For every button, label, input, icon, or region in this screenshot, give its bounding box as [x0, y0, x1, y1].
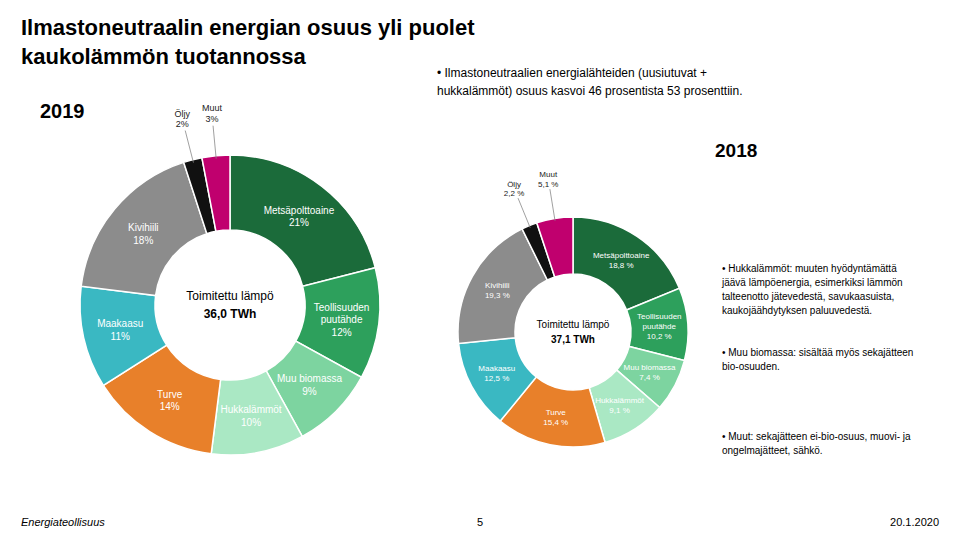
html-text:Toimitettu lämpö: Toimitettu lämpö	[536, 319, 610, 330]
svg-text:Metsäpolttoaine21%: Metsäpolttoaine21%	[264, 204, 335, 228]
html-text:5: 5	[476, 516, 484, 528]
html-text:Energiateollisuus: Energiateollisuus	[21, 516, 105, 528]
svg-text:Hukkalämmöt10%: Hukkalämmöt10%	[221, 404, 282, 428]
html-text:Toimitettu lämpö: Toimitettu lämpö	[186, 289, 274, 303]
svg-text:Muu biomassa7,4 %: Muu biomassa7,4 %	[624, 363, 677, 382]
svg-text:Hukkalämmöt9,1 %: Hukkalämmöt9,1 %	[595, 395, 645, 414]
html-text:• Muut: sekajätteen ei-bio-osu: • Muut: sekajätteen ei-bio-osuus, muovi-…	[722, 431, 911, 456]
svg-text:Maakaasu12,5 %: Maakaasu12,5 %	[478, 363, 515, 382]
svg-text:Kivihiili19,3 %: Kivihiili19,3 %	[485, 281, 510, 300]
html-text:• Ilmastoneutraalien energialä: • Ilmastoneutraalien energialähteiden (u…	[437, 66, 743, 98]
svg-text:Kivihiili18%: Kivihiili18%	[128, 222, 159, 246]
svg-text:Teollisuudenpuutähde10,2 %: Teollisuudenpuutähde10,2 %	[637, 312, 681, 341]
svg-text:Öljy2%: Öljy2%	[175, 109, 191, 130]
html-text:2019: 2019	[40, 100, 85, 122]
html-text:• Hukkalämmöt: muuten hyödyntä: • Hukkalämmöt: muuten hyödyntämättä jääv…	[722, 263, 903, 316]
html-text:36,0 TWh: 36,0 TWh	[203, 307, 257, 321]
svg-text:Metsäpolttoaine18,8 %: Metsäpolttoaine18,8 %	[593, 251, 650, 270]
svg-text:Maakaasu11%: Maakaasu11%	[97, 318, 143, 342]
html-text:37,1 TWh: 37,1 TWh	[551, 334, 595, 345]
svg-text:Teollisuudenpuutähde12%: Teollisuudenpuutähde12%	[314, 301, 370, 337]
svg-text:Muut5,1 %: Muut5,1 %	[538, 169, 558, 188]
html-text:20.1.2020: 20.1.2020	[890, 516, 939, 528]
html-text:2018: 2018	[715, 140, 758, 161]
svg-text:Öljy2,2 %: Öljy2,2 %	[504, 179, 524, 198]
svg-text:Muut3%: Muut3%	[202, 103, 223, 124]
html-text:Ilmastoneutraalin energian osu: Ilmastoneutraalin energian osuus yli puo…	[21, 15, 475, 69]
html-text:• Muu biomassa: sisältää myös: • Muu biomassa: sisältää myös sekajättee…	[722, 347, 914, 372]
svg-text:Turve14%: Turve14%	[157, 388, 183, 412]
svg-text:Muu biomassa9%: Muu biomassa9%	[277, 373, 342, 397]
svg-text:Turve15,4 %: Turve15,4 %	[543, 407, 568, 426]
